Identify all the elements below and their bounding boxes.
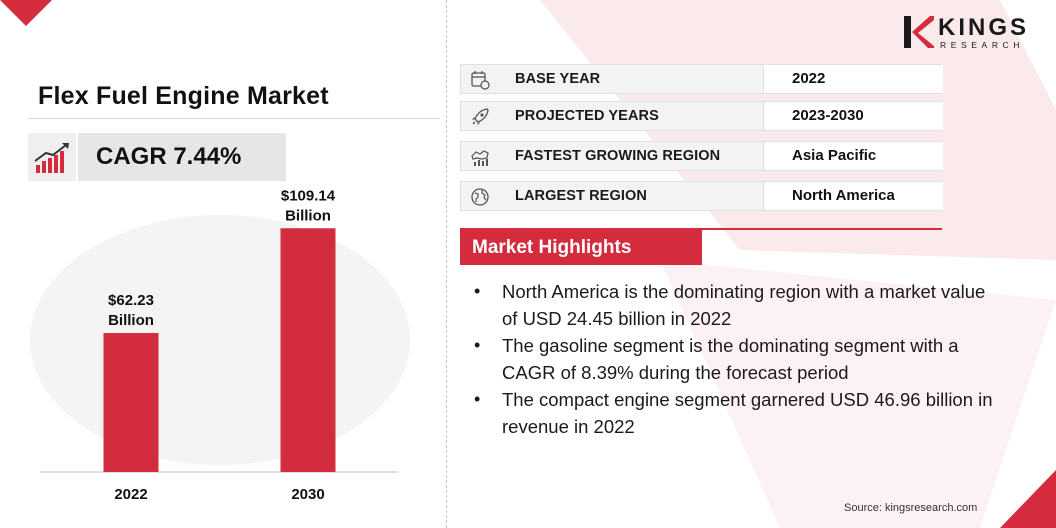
info-value: 2022 — [763, 65, 943, 93]
highlights-list: North America is the dominating region w… — [470, 278, 1000, 440]
rocket-icon — [472, 108, 489, 125]
page-title: Flex Fuel Engine Market — [38, 82, 329, 110]
kings-research-logo: KINGS RESEARCH — [904, 14, 1034, 52]
x-tick-label: 2030 — [291, 486, 324, 503]
logo-word: KINGS — [938, 14, 1030, 41]
info-value: 2023-2030 — [763, 102, 943, 130]
info-label: LARGEST REGION — [515, 188, 647, 204]
info-label: PROJECTED YEARS — [515, 108, 659, 124]
highlight-item: North America is the dominating region w… — [470, 278, 1000, 332]
cagr-value: CAGR 7.44% — [78, 133, 286, 181]
info-value: North America — [763, 182, 943, 210]
info-label: BASE YEAR — [515, 71, 601, 87]
info-value: Asia Pacific — [763, 142, 943, 170]
bar-value-label: Billion — [108, 312, 154, 329]
bar-2022 — [103, 333, 159, 472]
highlight-item: The compact engine segment garnered USD … — [470, 386, 1000, 440]
globe-icon — [471, 188, 489, 206]
bar-value-label: $62.23 — [108, 292, 154, 309]
highlight-item: The gasoline segment is the dominating s… — [470, 332, 1000, 386]
info-label: FASTEST GROWING REGION — [515, 148, 721, 164]
cagr-icon-box — [28, 133, 76, 181]
bar-value-label: $109.14 — [281, 190, 336, 204]
bar-2030 — [280, 228, 336, 472]
info-row-projected-years: PROJECTED YEARS 2023-2030 — [460, 101, 943, 131]
info-row-base-year: BASE YEAR 2022 — [460, 64, 943, 94]
info-row-largest-region: LARGEST REGION North America — [460, 181, 943, 211]
source-note: Source: kingsresearch.com — [844, 502, 978, 514]
bar-value-label: Billion — [285, 207, 331, 224]
calendar-icon — [471, 71, 490, 90]
highlights-rule — [460, 228, 942, 230]
logo-k-mark — [904, 16, 934, 48]
growth-chart-icon — [34, 143, 69, 173]
info-row-fastest-growing-region: FASTEST GROWING REGION Asia Pacific — [460, 141, 943, 171]
logo-subword: RESEARCH — [940, 40, 1025, 50]
highlights-title: Market Highlights — [460, 230, 702, 265]
x-tick-label: 2022 — [114, 486, 147, 503]
region-growth-icon — [471, 150, 489, 166]
market-size-bar-chart: $62.23 Billion 2022 $109.14 Billion 2030 — [40, 190, 398, 503]
title-underline — [28, 118, 440, 119]
panel-divider — [446, 0, 447, 528]
